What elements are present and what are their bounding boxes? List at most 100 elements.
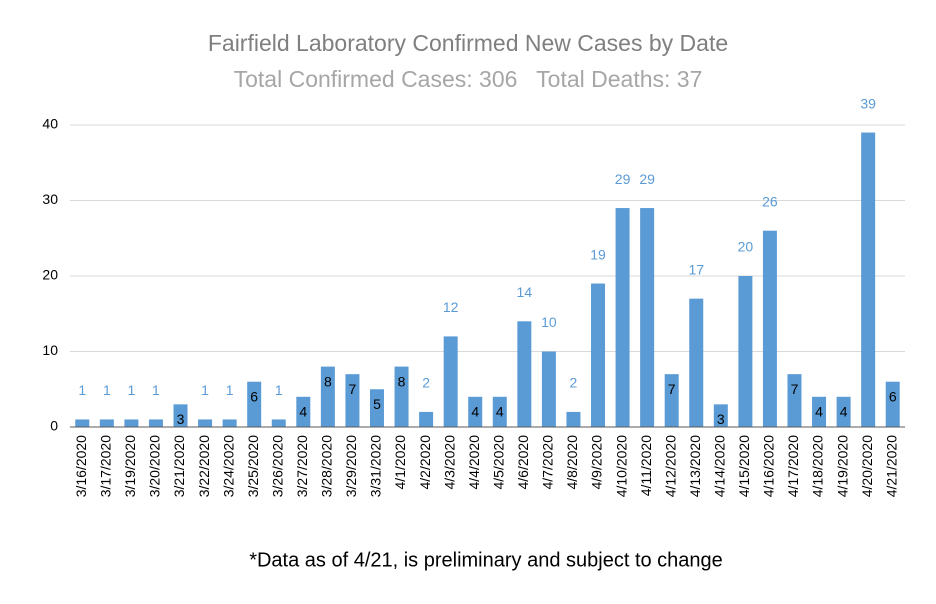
value-label: 4: [299, 404, 307, 420]
x-tick-label: 4/8/2020: [564, 435, 580, 490]
value-label: 1: [201, 382, 209, 398]
x-tick-label: 3/26/2020: [269, 435, 285, 497]
y-tick-label: 10: [42, 342, 58, 358]
x-tick-label: 4/15/2020: [736, 435, 752, 497]
bar: [615, 208, 630, 427]
chart-title: Fairfield Laboratory Confirmed New Cases…: [208, 30, 728, 56]
value-label: 8: [398, 373, 406, 389]
value-label: 6: [250, 388, 258, 404]
bar: [885, 381, 900, 427]
value-label: 1: [127, 382, 135, 398]
value-label: 10: [541, 314, 557, 330]
value-label: 4: [840, 404, 848, 420]
value-label: 2: [422, 375, 430, 391]
value-label: 12: [443, 299, 459, 315]
bar: [836, 396, 851, 427]
x-tick-label: 3/28/2020: [319, 435, 335, 497]
x-tick-label: 3/19/2020: [122, 435, 138, 497]
y-tick-label: 30: [42, 191, 58, 207]
bar: [492, 396, 507, 427]
y-tick-label: 40: [42, 116, 58, 132]
footnote: *Data as of 4/21, is preliminary and sub…: [249, 549, 723, 571]
bar: [173, 404, 188, 427]
value-label: 7: [349, 381, 357, 397]
value-label: 4: [496, 404, 504, 420]
x-tick-label: 3/25/2020: [245, 435, 261, 497]
value-label: 19: [590, 246, 606, 262]
x-tick-label: 4/21/2020: [883, 435, 899, 497]
value-label: 4: [471, 404, 479, 420]
bar: [566, 411, 581, 427]
x-tick-label: 3/29/2020: [343, 435, 359, 497]
x-tick-label: 4/19/2020: [834, 435, 850, 497]
value-label: 2: [570, 375, 578, 391]
bar: [738, 276, 753, 427]
value-label: 1: [275, 382, 283, 398]
bar: [296, 396, 311, 427]
x-tick-label: 4/2/2020: [417, 435, 433, 490]
x-tick-label: 4/18/2020: [810, 435, 826, 497]
bar: [689, 298, 704, 427]
bar: [861, 132, 876, 428]
x-tick-label: 4/1/2020: [392, 435, 408, 490]
value-label: 20: [738, 239, 754, 255]
bar: [75, 419, 90, 427]
bar: [148, 419, 163, 427]
x-tick-label: 3/17/2020: [98, 435, 114, 497]
bar: [640, 208, 655, 427]
bar: [124, 419, 139, 427]
value-label: 17: [688, 261, 704, 277]
x-tick-label: 4/10/2020: [613, 435, 629, 497]
x-tick-label: 4/7/2020: [540, 435, 556, 490]
bar: [198, 419, 213, 427]
value-label: 8: [324, 373, 332, 389]
value-label: 6: [889, 388, 897, 404]
bar: [222, 419, 237, 427]
value-label: 7: [791, 381, 799, 397]
x-tick-label: 4/14/2020: [712, 435, 728, 497]
x-tick-label: 3/24/2020: [220, 435, 236, 497]
bar: [517, 321, 532, 427]
value-label: 39: [860, 95, 876, 111]
x-tick-label: 3/27/2020: [294, 435, 310, 497]
x-tick-label: 4/13/2020: [687, 435, 703, 497]
chart-subtitle: Total Confirmed Cases: 306 Total Deaths:…: [234, 66, 703, 92]
bar: [369, 389, 384, 427]
x-tick-label: 3/20/2020: [147, 435, 163, 497]
bar: [443, 336, 458, 427]
bar: [320, 366, 335, 427]
x-tick-label: 4/4/2020: [466, 435, 482, 490]
bar: [271, 419, 286, 427]
value-label: 29: [639, 171, 655, 187]
value-label: 5: [373, 396, 381, 412]
value-label: 29: [615, 171, 631, 187]
bar: [591, 283, 606, 427]
value-label: 3: [177, 411, 185, 427]
bar: [468, 396, 483, 427]
x-tick-label: 4/5/2020: [490, 435, 506, 490]
bar: [762, 230, 777, 427]
x-tick-label: 4/20/2020: [859, 435, 875, 497]
x-tick-label: 3/22/2020: [196, 435, 212, 497]
value-label: 4: [815, 404, 823, 420]
value-label: 7: [668, 381, 676, 397]
bar: [247, 381, 262, 427]
value-label: 1: [103, 382, 111, 398]
value-label: 1: [226, 382, 234, 398]
bar: [787, 374, 802, 427]
bar: [664, 374, 679, 427]
bar: [812, 396, 827, 427]
bar: [99, 419, 114, 427]
value-label: 14: [517, 284, 533, 300]
bar: [541, 351, 556, 427]
x-tick-label: 4/3/2020: [441, 435, 457, 490]
y-tick-label: 0: [50, 418, 58, 434]
y-tick-label: 20: [42, 267, 58, 283]
x-tick-label: 3/31/2020: [368, 435, 384, 497]
x-tick-label: 3/21/2020: [171, 435, 187, 497]
x-tick-label: 4/12/2020: [662, 435, 678, 497]
value-label: 26: [762, 193, 778, 209]
x-tick-label: 4/11/2020: [638, 435, 654, 496]
bar: [419, 411, 434, 427]
